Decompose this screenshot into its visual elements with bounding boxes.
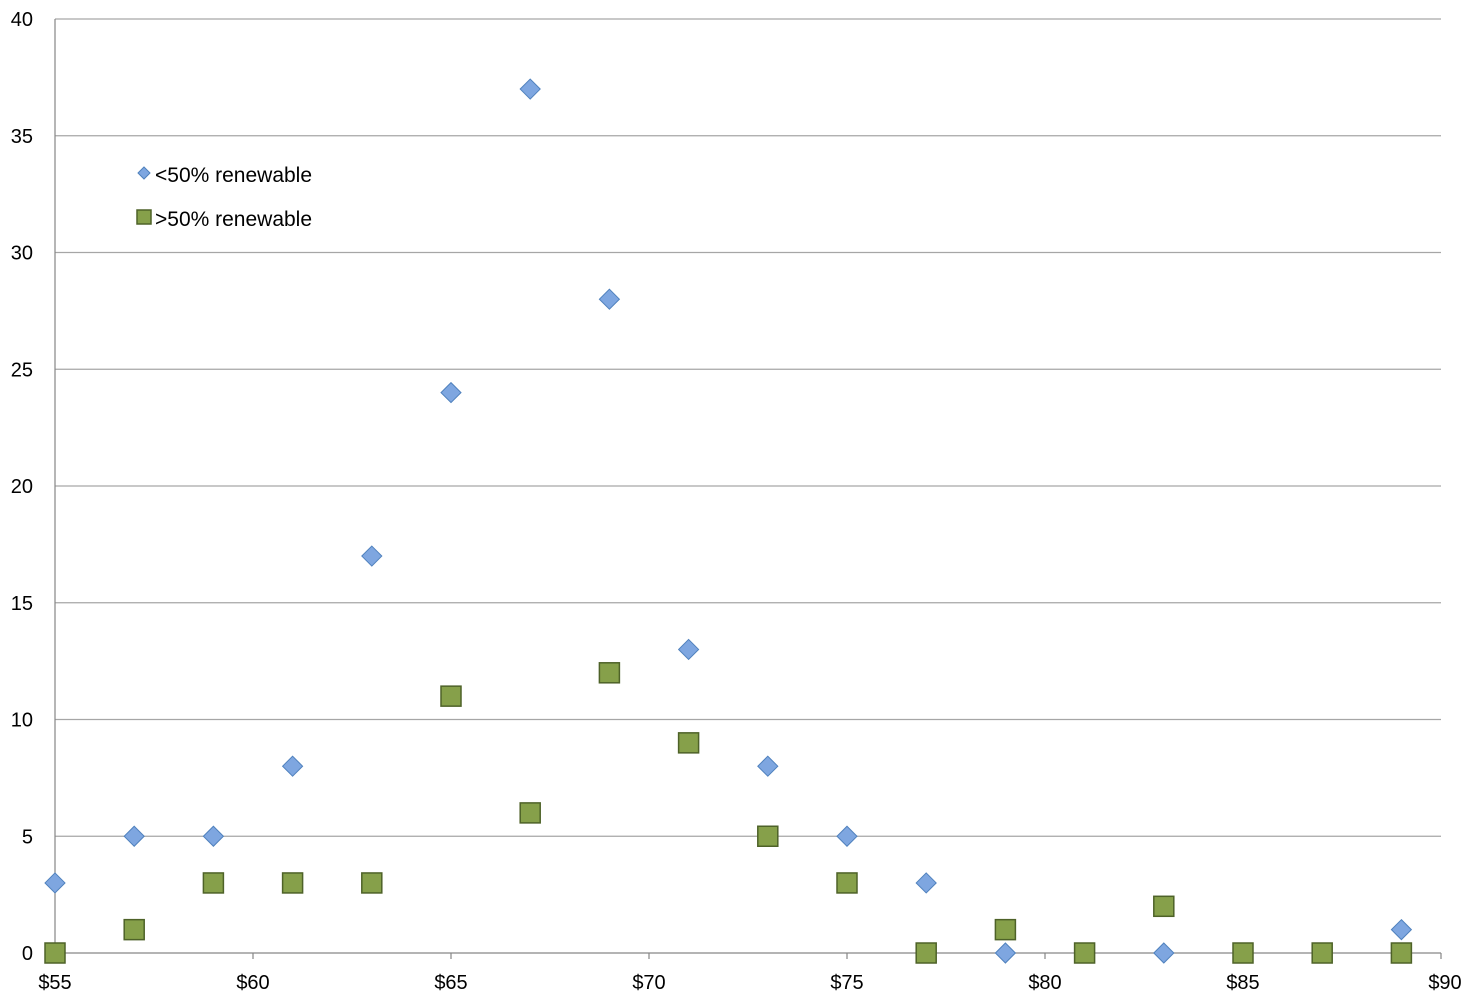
data-point-below-50 bbox=[440, 381, 462, 404]
x-tick-label: $70 bbox=[632, 972, 665, 994]
legend-label: >50% renewable bbox=[155, 208, 312, 231]
y-tick-label: 35 bbox=[11, 126, 33, 148]
data-point-below-50 bbox=[757, 755, 779, 777]
data-point-below-50 bbox=[915, 872, 937, 894]
data-point-above-50 bbox=[44, 942, 66, 964]
y-tick-label: 10 bbox=[11, 710, 33, 732]
data-point-above-50 bbox=[677, 732, 700, 754]
y-tick-label: 15 bbox=[11, 593, 33, 615]
data-point-below-50 bbox=[202, 825, 225, 847]
data-point-below-50 bbox=[361, 545, 383, 567]
gridlines bbox=[55, 18, 1441, 837]
data-point-below-50 bbox=[123, 825, 145, 847]
x-tick-label: $80 bbox=[1028, 972, 1061, 994]
legend-diamond-marker bbox=[137, 166, 151, 180]
data-point-below-50 bbox=[44, 872, 66, 894]
data-point-below-50 bbox=[1390, 918, 1413, 941]
data-point-above-50 bbox=[519, 802, 541, 824]
x-tick-label: $60 bbox=[236, 972, 269, 994]
data-point-above-50 bbox=[1311, 942, 1333, 964]
x-tick-label: $75 bbox=[830, 972, 863, 994]
y-tick-label: 20 bbox=[11, 476, 33, 498]
data-point-above-50 bbox=[281, 872, 304, 894]
data-point-below-50 bbox=[836, 825, 858, 847]
data-point-below-50 bbox=[598, 288, 621, 310]
data-point-above-50 bbox=[994, 918, 1017, 941]
data-point-below-50 bbox=[677, 638, 700, 661]
data-point-above-50 bbox=[1073, 942, 1096, 964]
tick-labels: 0 5 10 15 20 25 30 35 40 $55 $60 $65 $70 $75 $80 $85 $90 bbox=[11, 9, 1462, 994]
y-tick-label: 0 bbox=[22, 943, 33, 965]
data-point-above-50 bbox=[836, 872, 858, 894]
data-point-below-50 bbox=[1153, 942, 1175, 964]
legend-item-below-50-renewable: <50% renewable bbox=[137, 164, 312, 187]
x-tick-label: $90 bbox=[1428, 972, 1461, 994]
data-point-above-50 bbox=[202, 872, 225, 894]
data-point-above-50 bbox=[361, 872, 383, 894]
axes bbox=[54, 19, 1442, 959]
legend-square-marker bbox=[136, 209, 152, 225]
x-tick-label: $55 bbox=[38, 972, 71, 994]
legend-item-above-50-renewable: >50% renewable bbox=[136, 208, 312, 231]
data-point-above-50 bbox=[1153, 895, 1175, 918]
data-point-above-50 bbox=[440, 685, 462, 707]
x-tick-label: $65 bbox=[434, 972, 467, 994]
data-point-above-50 bbox=[757, 825, 779, 847]
y-tick-label: 30 bbox=[11, 243, 33, 265]
data-point-below-50 bbox=[994, 942, 1017, 964]
legend-label: <50% renewable bbox=[155, 164, 312, 187]
data-point-above-50 bbox=[1232, 942, 1254, 964]
y-tick-label: 40 bbox=[11, 9, 33, 31]
data-point-above-50 bbox=[598, 662, 621, 684]
data-point-below-50 bbox=[281, 755, 304, 777]
data-points bbox=[44, 78, 1413, 964]
x-tick-label: $85 bbox=[1226, 972, 1259, 994]
y-tick-label: 5 bbox=[22, 826, 33, 848]
y-tick-label: 25 bbox=[11, 359, 33, 381]
data-point-above-50 bbox=[915, 942, 937, 964]
data-point-above-50 bbox=[123, 918, 145, 941]
data-point-above-50 bbox=[1390, 942, 1413, 964]
legend: <50% renewable >50% renewable bbox=[136, 164, 312, 231]
data-point-below-50 bbox=[519, 78, 541, 100]
